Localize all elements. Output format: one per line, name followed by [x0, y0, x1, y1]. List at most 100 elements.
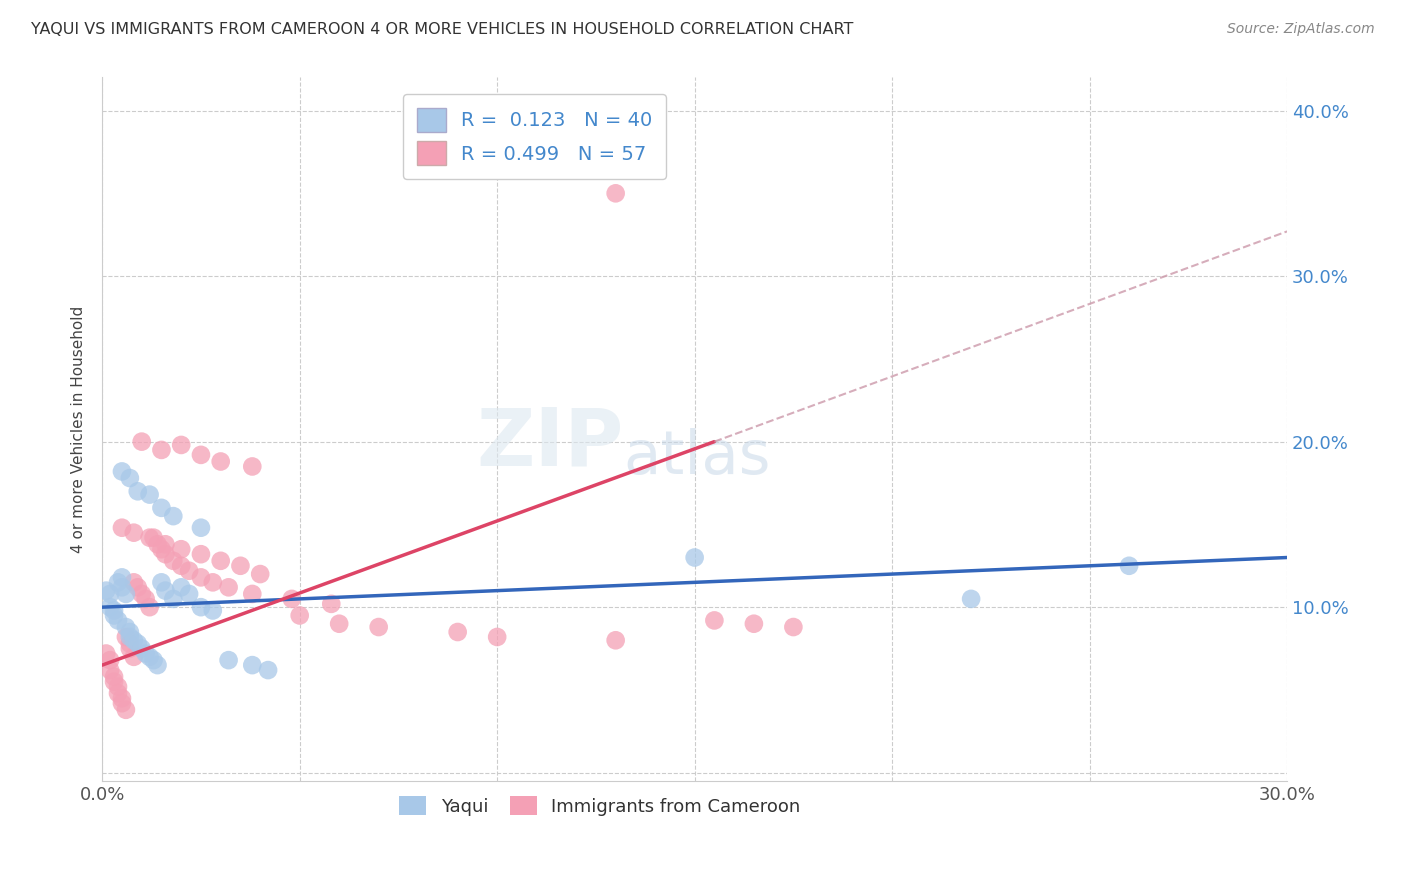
- Point: [201, 575, 224, 590]
- Point: [118, 641, 141, 656]
- Point: [249, 567, 271, 582]
- Point: [155, 537, 177, 551]
- Point: [111, 580, 134, 594]
- Point: [103, 670, 125, 684]
- Point: [118, 471, 141, 485]
- Point: [103, 674, 125, 689]
- Point: [127, 484, 149, 499]
- Point: [131, 434, 153, 449]
- Point: [447, 625, 470, 640]
- Point: [209, 554, 232, 568]
- Point: [321, 597, 343, 611]
- Legend: Yaqui, Immigrants from Cameroon: Yaqui, Immigrants from Cameroon: [389, 788, 810, 825]
- Point: [162, 591, 184, 606]
- Point: [115, 587, 138, 601]
- Text: Source: ZipAtlas.com: Source: ZipAtlas.com: [1227, 22, 1375, 37]
- Point: [127, 637, 149, 651]
- Point: [190, 547, 212, 561]
- Point: [170, 558, 193, 573]
- Point: [486, 630, 509, 644]
- Point: [201, 603, 224, 617]
- Point: [107, 680, 129, 694]
- Point: [111, 465, 134, 479]
- Point: [98, 653, 121, 667]
- Point: [122, 633, 145, 648]
- Point: [150, 500, 173, 515]
- Point: [146, 658, 169, 673]
- Point: [190, 570, 212, 584]
- Point: [782, 620, 804, 634]
- Point: [142, 531, 165, 545]
- Point: [118, 637, 141, 651]
- Point: [218, 653, 240, 667]
- Point: [960, 591, 983, 606]
- Point: [742, 616, 765, 631]
- Point: [96, 583, 118, 598]
- Point: [96, 647, 118, 661]
- Point: [138, 531, 160, 545]
- Point: [162, 554, 184, 568]
- Text: ZIP: ZIP: [477, 404, 623, 483]
- Point: [150, 575, 173, 590]
- Point: [98, 663, 121, 677]
- Point: [218, 580, 240, 594]
- Point: [190, 600, 212, 615]
- Point: [135, 647, 157, 661]
- Point: [177, 587, 200, 601]
- Point: [138, 600, 160, 615]
- Point: [131, 587, 153, 601]
- Point: [605, 186, 627, 201]
- Point: [111, 570, 134, 584]
- Point: [115, 703, 138, 717]
- Point: [115, 620, 138, 634]
- Point: [1118, 558, 1140, 573]
- Point: [115, 630, 138, 644]
- Point: [107, 575, 129, 590]
- Point: [162, 509, 184, 524]
- Point: [367, 620, 389, 634]
- Point: [170, 580, 193, 594]
- Point: [118, 630, 141, 644]
- Point: [170, 438, 193, 452]
- Point: [328, 616, 350, 631]
- Point: [177, 564, 200, 578]
- Point: [103, 608, 125, 623]
- Point: [683, 550, 706, 565]
- Point: [138, 487, 160, 501]
- Point: [111, 691, 134, 706]
- Point: [122, 649, 145, 664]
- Point: [111, 696, 134, 710]
- Point: [111, 521, 134, 535]
- Point: [288, 608, 311, 623]
- Point: [281, 591, 304, 606]
- Point: [135, 591, 157, 606]
- Point: [209, 454, 232, 468]
- Point: [229, 558, 252, 573]
- Text: YAQUI VS IMMIGRANTS FROM CAMEROON 4 OR MORE VEHICLES IN HOUSEHOLD CORRELATION CH: YAQUI VS IMMIGRANTS FROM CAMEROON 4 OR M…: [31, 22, 853, 37]
- Point: [122, 525, 145, 540]
- Y-axis label: 4 or more Vehicles in Household: 4 or more Vehicles in Household: [72, 306, 86, 553]
- Point: [190, 448, 212, 462]
- Point: [146, 537, 169, 551]
- Point: [107, 614, 129, 628]
- Point: [257, 663, 280, 677]
- Point: [170, 542, 193, 557]
- Point: [240, 459, 263, 474]
- Point: [240, 658, 263, 673]
- Point: [118, 625, 141, 640]
- Point: [155, 583, 177, 598]
- Point: [138, 649, 160, 664]
- Point: [122, 575, 145, 590]
- Point: [131, 641, 153, 656]
- Point: [142, 653, 165, 667]
- Text: atlas: atlas: [623, 428, 770, 487]
- Point: [98, 600, 121, 615]
- Point: [98, 587, 121, 601]
- Point: [190, 521, 212, 535]
- Point: [605, 633, 627, 648]
- Point: [127, 580, 149, 594]
- Point: [240, 587, 263, 601]
- Point: [150, 542, 173, 557]
- Point: [107, 686, 129, 700]
- Point: [155, 547, 177, 561]
